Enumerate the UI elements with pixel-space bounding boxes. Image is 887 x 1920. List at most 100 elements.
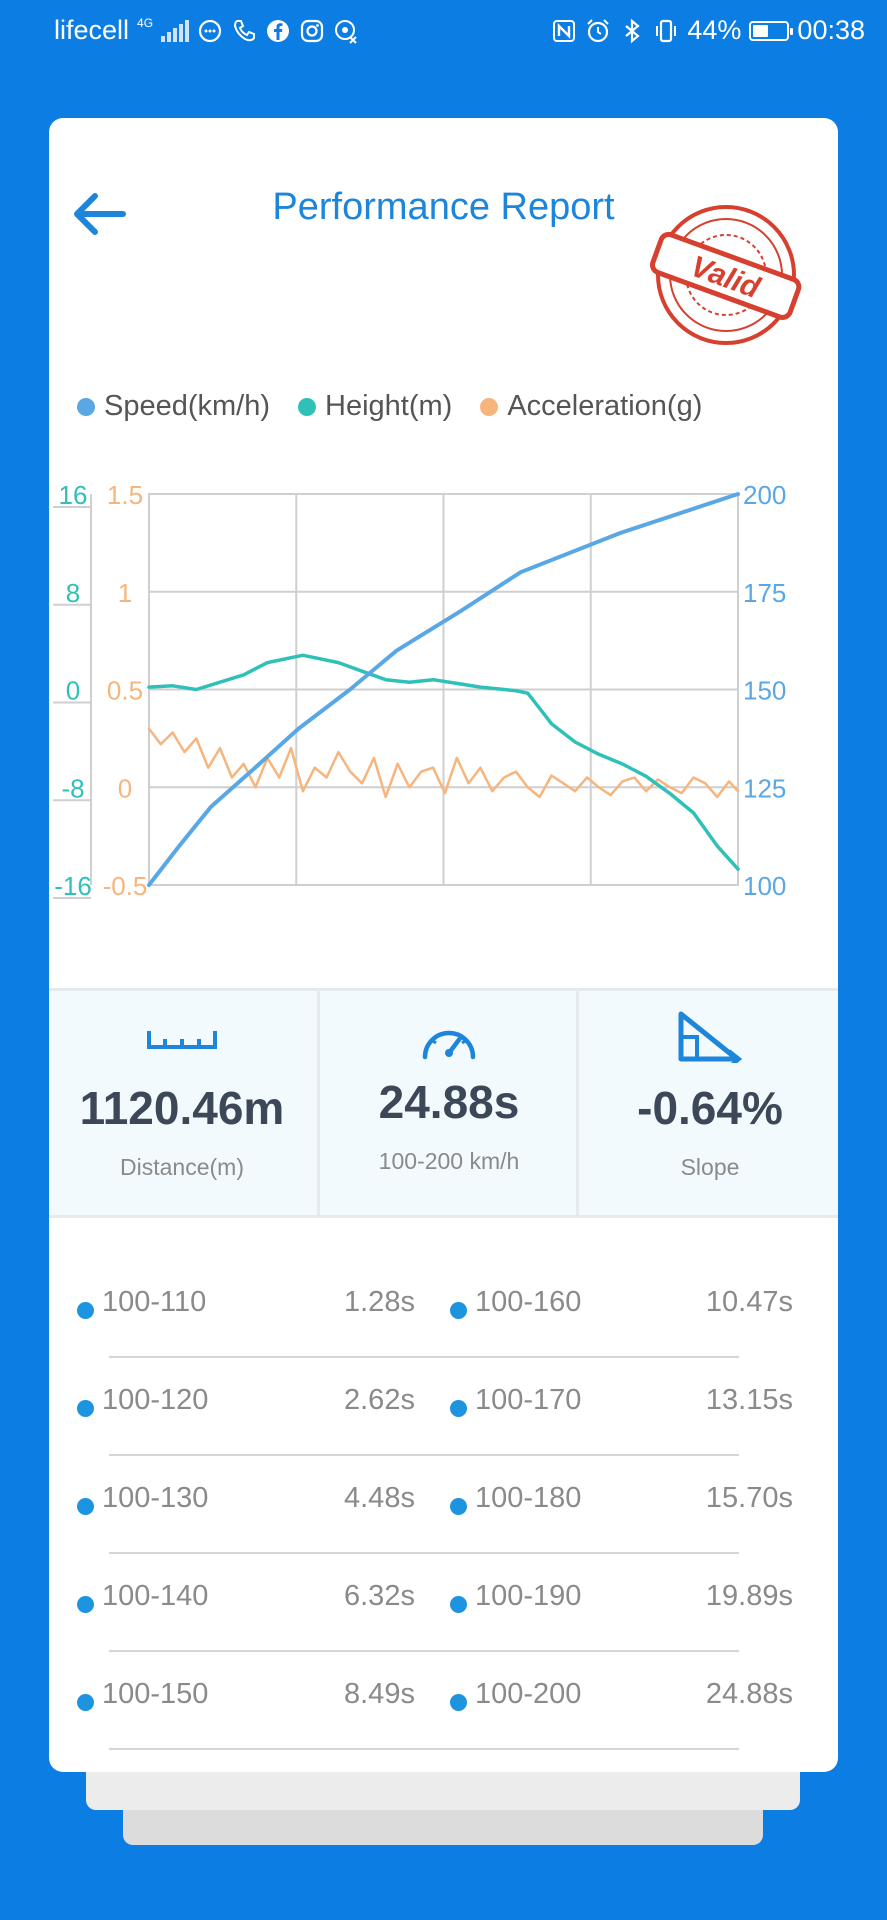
split-range: 100-170	[475, 1384, 582, 1416]
vibrate-icon	[653, 18, 679, 44]
facebook-icon	[265, 18, 291, 44]
stat-time: 24.88s 100-200 km/h	[317, 991, 578, 1215]
chat-bubble-icon	[197, 18, 223, 44]
speed-tick-label: 150	[743, 676, 786, 706]
slope-icon	[678, 1011, 743, 1063]
height-tick-label: -8	[61, 773, 84, 803]
time-label: 100-200 km/h	[378, 1148, 520, 1174]
list-item: 100-130 4.48s 100-180 15.70s	[49, 1456, 838, 1554]
acceleration-tick-label: -0.5	[103, 871, 148, 901]
speed-tick-label: 200	[743, 480, 786, 510]
height-tick-label: 0	[66, 676, 80, 706]
split-range: 100-180	[475, 1482, 582, 1514]
bullet-icon	[77, 1400, 94, 1417]
split-range: 100-140	[102, 1580, 209, 1612]
legend-dot-height	[298, 397, 317, 416]
speed-tick-label: 125	[743, 773, 786, 803]
divider	[109, 1552, 739, 1554]
divider	[109, 1748, 739, 1750]
battery-percent: 44%	[687, 15, 742, 45]
bullet-icon	[77, 1694, 94, 1711]
battery-icon	[749, 20, 794, 41]
legend-dot-acceleration	[480, 397, 499, 416]
height-tick-label: 16	[59, 480, 88, 510]
split-time: 13.15s	[705, 1384, 793, 1416]
split-range: 100-150	[102, 1678, 209, 1710]
split-time: 19.89s	[705, 1580, 793, 1612]
bullet-icon	[77, 1498, 94, 1515]
speed-line	[147, 492, 740, 887]
chart-legend: Speed(km/h) Height(m) Acceleration(g)	[77, 390, 730, 423]
split-range: 100-160	[475, 1286, 582, 1318]
split-range: 100-200	[475, 1678, 582, 1710]
nfc-icon	[551, 18, 577, 44]
bullet-icon	[450, 1302, 467, 1319]
split-time: 24.88s	[705, 1678, 793, 1710]
ruler-icon	[147, 1031, 217, 1049]
split-time: 2.62s	[344, 1384, 415, 1416]
status-bar: lifecell 4G 44%	[0, 0, 887, 60]
split-range: 100-120	[102, 1384, 209, 1416]
legend-dot-speed	[77, 397, 95, 416]
carrier-name: lifecell	[54, 15, 130, 45]
legend-item-acceleration[interactable]: Acceleration(g)	[480, 390, 702, 423]
speed-tick-label: 100	[743, 871, 786, 901]
height-line	[147, 653, 740, 871]
divider	[109, 1454, 739, 1456]
bullet-icon	[450, 1400, 467, 1417]
bullet-icon	[450, 1596, 467, 1613]
split-time: 10.47s	[705, 1286, 793, 1318]
height-tick-label: -16	[54, 871, 92, 901]
split-time: 15.70s	[705, 1482, 793, 1514]
stat-slope: -0.64% Slope	[576, 991, 838, 1215]
list-item: 100-110 1.28s 100-160 10.47s	[49, 1260, 838, 1358]
clock: 00:38	[797, 15, 865, 45]
legend-label-speed: Speed(km/h)	[104, 390, 271, 422]
valid-stamp-icon: Valid	[649, 205, 802, 345]
time-value: 24.88s	[378, 1076, 520, 1128]
slope-label: Slope	[680, 1154, 740, 1180]
report-card: Performance Report Valid Speed(km/h) Hei…	[49, 118, 838, 1772]
acceleration-tick-label: 1	[118, 578, 132, 608]
acceleration-tick-label: 0.5	[107, 676, 143, 706]
network-type: 4G	[137, 15, 154, 30]
speed-tick-label: 175	[743, 578, 786, 608]
list-item: 100-120 2.62s 100-170 13.15s	[49, 1358, 838, 1456]
signal-icon	[161, 19, 190, 42]
split-range: 100-190	[475, 1580, 582, 1612]
acceleration-tick-label: 0	[118, 773, 132, 803]
list-item: 100-140 6.32s 100-190 19.89s	[49, 1554, 838, 1652]
distance-label: Distance(m)	[120, 1154, 244, 1180]
divider	[109, 1356, 739, 1358]
legend-item-speed[interactable]: Speed(km/h)	[77, 390, 270, 423]
divider	[109, 1650, 739, 1652]
legend-label-height: Height(m)	[325, 390, 453, 422]
page-title: Performance Report	[272, 186, 615, 228]
split-time: 1.28s	[344, 1286, 415, 1318]
split-time: 8.49s	[344, 1678, 415, 1710]
split-time: 6.32s	[344, 1580, 415, 1612]
bullet-icon	[450, 1694, 467, 1711]
bluetooth-icon	[619, 18, 645, 44]
alarm-icon	[585, 18, 611, 44]
list-item: 100-150 8.49s 100-200 24.88s	[49, 1652, 838, 1750]
distance-value: 1120.46m	[79, 1082, 285, 1134]
height-tick-label: 8	[66, 578, 80, 608]
slope-value: -0.64%	[637, 1082, 783, 1134]
bullet-icon	[77, 1302, 94, 1319]
stats-panel: 1120.46m Distance(m) 24.88s 100-200 km/h…	[49, 988, 838, 1218]
split-time: 4.48s	[344, 1482, 415, 1514]
legend-label-acceleration: Acceleration(g)	[507, 390, 703, 422]
acceleration-tick-label: 1.5	[107, 480, 143, 510]
phone-icon	[231, 18, 257, 44]
split-range: 100-110	[102, 1286, 207, 1318]
stat-distance: 1120.46m Distance(m)	[49, 991, 315, 1215]
bullet-icon	[450, 1498, 467, 1515]
performance-chart[interactable]: 16 8 0 -8 -16 1.5 1 0.5 0 -0.5 200 175 150 125 100	[49, 458, 838, 1018]
back-button[interactable]	[65, 184, 137, 244]
split-range: 100-130	[102, 1482, 209, 1514]
legend-item-height[interactable]: Height(m)	[298, 390, 452, 423]
arrow-left-icon	[74, 193, 126, 235]
instagram-icon	[299, 18, 325, 44]
bullet-icon	[77, 1596, 94, 1613]
